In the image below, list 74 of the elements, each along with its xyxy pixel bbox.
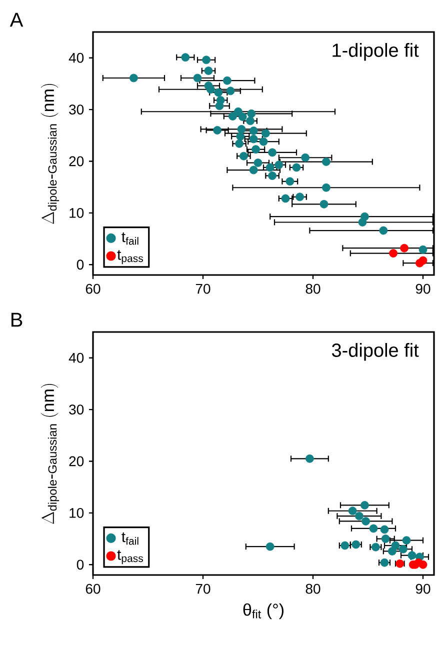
point	[268, 148, 276, 157]
point	[306, 454, 314, 463]
point	[286, 177, 294, 186]
point	[362, 517, 370, 526]
y-tick-label: 20	[69, 156, 84, 166]
point	[418, 560, 428, 569]
x-tick-label: 70	[196, 584, 210, 594]
point	[130, 74, 138, 82]
point	[402, 536, 411, 545]
point	[418, 256, 428, 265]
point	[358, 218, 367, 226]
point	[249, 126, 258, 135]
x-tick-label: 90	[416, 284, 430, 294]
y-tick-label: 30	[69, 404, 84, 415]
point	[418, 245, 428, 254]
y-tick-label: 10	[70, 508, 84, 518]
x-tick-label: 90	[416, 584, 430, 594]
point	[246, 116, 254, 126]
legend-label: t$_{pass}$	[117, 550, 143, 564]
x-tick-label: 60	[86, 284, 100, 294]
point	[379, 226, 388, 235]
text: A	[10, 12, 24, 27]
x-tick-label: 80	[306, 584, 320, 594]
point	[237, 124, 246, 134]
point	[204, 66, 213, 75]
point	[380, 525, 389, 534]
y-tick-label: 40	[68, 52, 84, 63]
point	[348, 506, 357, 516]
point	[388, 547, 396, 556]
point	[296, 192, 304, 202]
y-tick-label: 0	[76, 560, 84, 570]
x-tick-label: 80	[306, 284, 320, 294]
point	[400, 244, 409, 252]
point	[322, 183, 330, 192]
point	[213, 126, 222, 134]
point	[247, 109, 256, 118]
y-tick-label: 10	[70, 208, 84, 218]
point	[369, 524, 378, 533]
legend-label: t$_{pass}$	[117, 250, 143, 264]
text: B	[12, 312, 22, 327]
y-axis-title: $\Delta_{\mathrm{dipole\mbox{-}Gaussian}}\ (\mathrm{nm})$	[40, 84, 60, 224]
point	[360, 501, 369, 510]
point	[252, 145, 260, 154]
y-tick-label: 30	[69, 104, 84, 115]
y-tick-label: 40	[68, 352, 84, 363]
x-tick-label: 70	[196, 284, 210, 294]
text: 3-dipole fit	[332, 343, 419, 361]
point	[240, 152, 248, 160]
y-axis-title: $\Delta_{\mathrm{dipole\mbox{-}Gaussian}}\ (\mathrm{nm})$	[40, 384, 60, 524]
point	[228, 112, 237, 120]
point	[322, 158, 330, 166]
x-tick-label: 60	[86, 584, 100, 594]
point	[238, 112, 247, 121]
point	[281, 194, 290, 203]
point	[202, 56, 210, 64]
text: 1-dipole fit	[332, 43, 419, 61]
point	[380, 558, 389, 567]
point	[254, 158, 262, 167]
y-tick-label: 0	[76, 260, 84, 270]
y-tick-label: 20	[69, 456, 84, 466]
point	[249, 166, 258, 174]
legend-label: t$_{fail}$	[122, 232, 138, 245]
point	[389, 249, 398, 258]
x-axis-title: θ$_{fit}$ (°)	[243, 603, 284, 620]
point	[235, 139, 244, 148]
point	[292, 163, 301, 172]
point	[181, 53, 190, 62]
point	[266, 542, 274, 551]
point	[301, 153, 310, 162]
point	[268, 172, 276, 180]
point	[320, 200, 328, 208]
legend-label: t$_{fail}$	[122, 532, 138, 545]
point	[223, 76, 232, 85]
point	[355, 512, 364, 520]
